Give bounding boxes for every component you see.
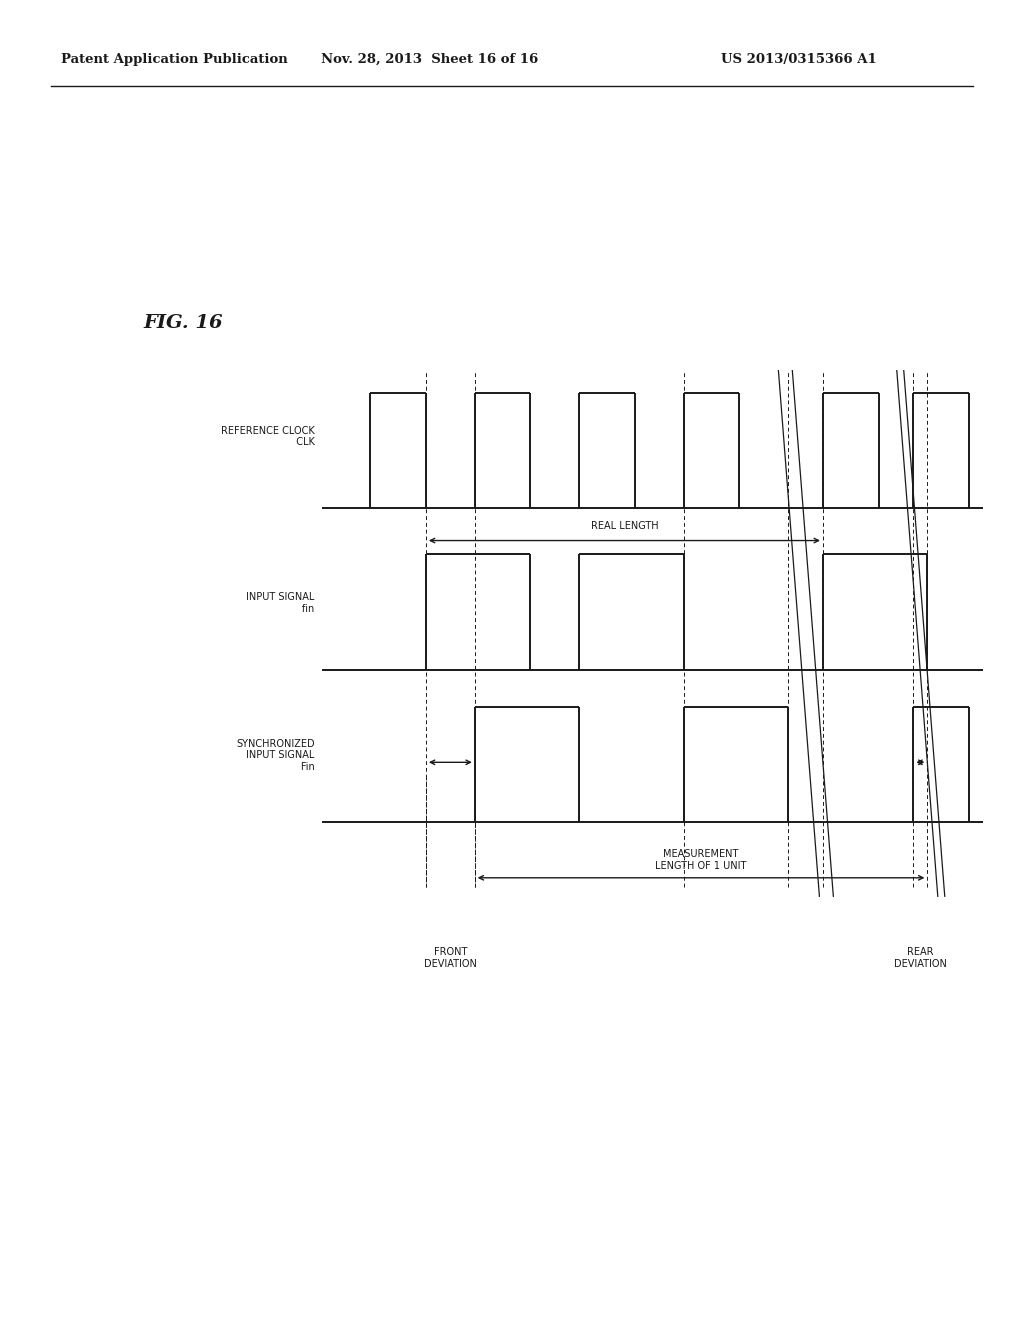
Text: INPUT SIGNAL
       fin: INPUT SIGNAL fin	[246, 593, 314, 614]
Text: Nov. 28, 2013  Sheet 16 of 16: Nov. 28, 2013 Sheet 16 of 16	[322, 53, 539, 66]
Text: SYNCHRONIZED
INPUT SIGNAL
       Fin: SYNCHRONIZED INPUT SIGNAL Fin	[236, 739, 314, 772]
Text: MEASUREMENT
LENGTH OF 1 UNIT: MEASUREMENT LENGTH OF 1 UNIT	[655, 849, 746, 871]
Text: REAL LENGTH: REAL LENGTH	[591, 521, 658, 531]
Text: REFERENCE CLOCK
          CLK: REFERENCE CLOCK CLK	[221, 426, 314, 447]
Text: FIG. 16: FIG. 16	[143, 314, 223, 333]
Text: US 2013/0315366 A1: US 2013/0315366 A1	[721, 53, 877, 66]
Text: REAR
DEVIATION: REAR DEVIATION	[894, 948, 947, 969]
Text: FRONT
DEVIATION: FRONT DEVIATION	[424, 948, 477, 969]
Text: Patent Application Publication: Patent Application Publication	[61, 53, 288, 66]
